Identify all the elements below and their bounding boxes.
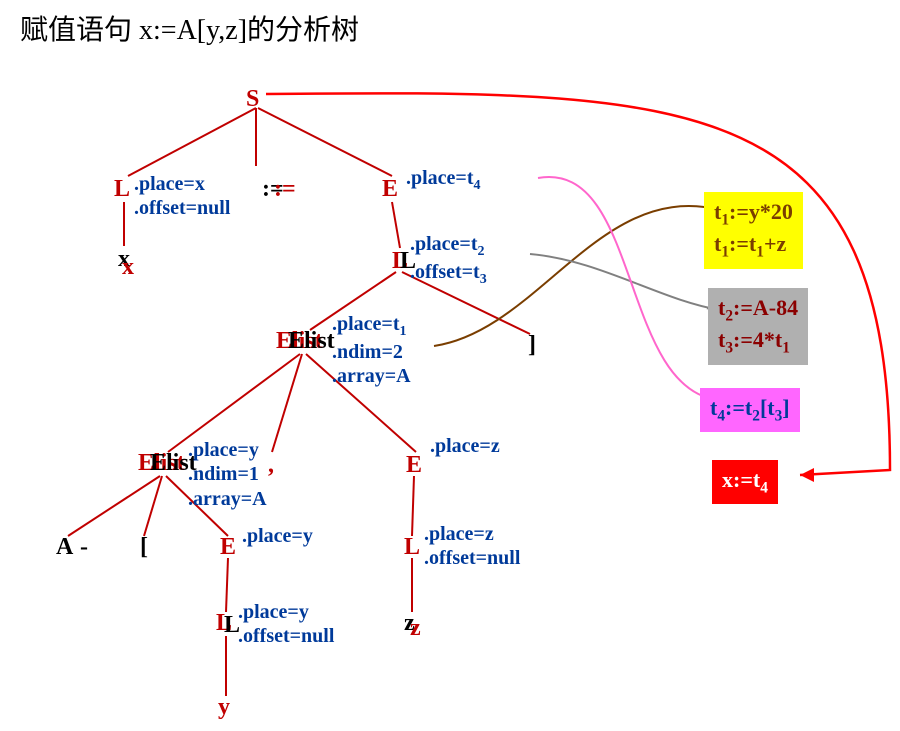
attr-L4: .place=z .offset=null [424, 522, 520, 571]
attr-E3: .place=z [430, 434, 500, 458]
node-E1: E [382, 176, 398, 203]
node-asg2: := [274, 176, 296, 203]
node-L1: L [114, 176, 130, 203]
attr-Elist1: .place=t1.ndim=2.array=A [332, 312, 411, 389]
node-S: S [246, 86, 259, 113]
attr-E4: .place=y [242, 524, 313, 548]
attr-L2: .place=t2.offset=t3 [410, 232, 487, 288]
attr-L3: .place=y .offset=null [238, 600, 334, 649]
node-E4: E [220, 534, 236, 561]
node-E3: E [406, 452, 422, 479]
attr-L1: .place=x .offset=null [134, 172, 230, 221]
node-z2: z [410, 615, 421, 642]
node-lbr: [ [140, 534, 148, 561]
node-A: A [56, 534, 73, 561]
box-b2: t2:=A-84t3:=4*t1 [708, 288, 808, 365]
tree-edges [0, 0, 900, 731]
attr-E1: .place=t4 [406, 166, 481, 194]
box-b4: x:=t4 [712, 460, 778, 504]
box-b1: t1:=y*20t1:=t1+z [704, 192, 803, 269]
node-comma: , [268, 452, 274, 479]
node-Elist1b: Elist [288, 328, 335, 355]
node-Ad: - [80, 534, 88, 561]
attr-Elist2: .place=y .ndim=1 .array=A [188, 438, 267, 511]
node-L4: L [404, 534, 420, 561]
node-rbr: ] [528, 332, 536, 359]
box-b3: t4:=t2[t3] [700, 388, 800, 432]
node-y: y [218, 694, 230, 721]
node-x2: x [122, 254, 134, 281]
